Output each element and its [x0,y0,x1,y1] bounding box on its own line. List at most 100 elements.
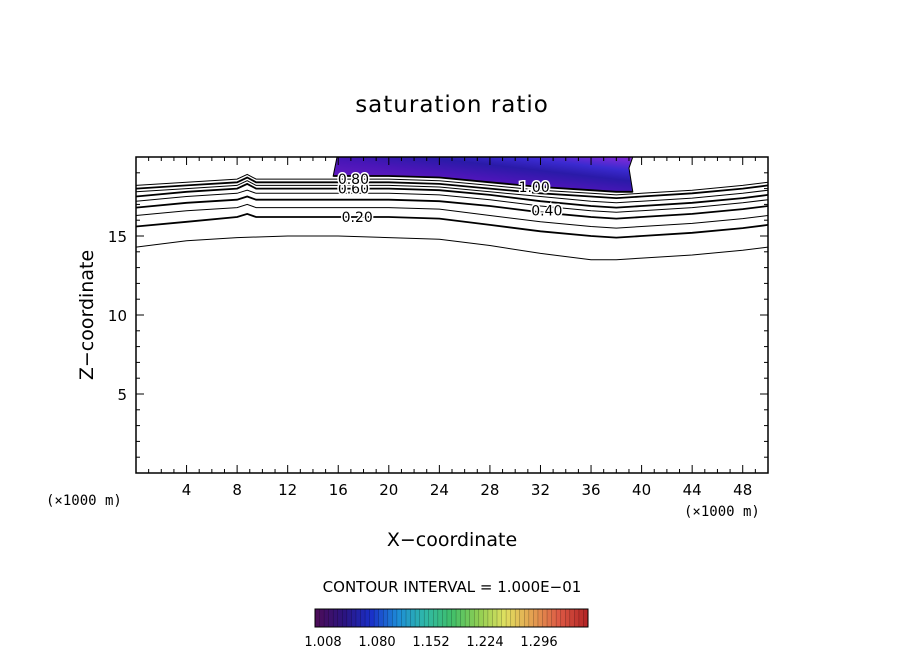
x-tick-label: 16 [329,481,348,499]
contour-label: 0.80 [338,172,369,188]
colorbar-tick-labels: 1.008 1.080 1.152 1.224 1.296 [304,635,557,650]
colorbar-swatch [478,609,484,627]
colorbar-swatch [537,609,543,627]
colorbar-swatch [487,609,493,627]
colorbar-swatch [515,609,521,627]
contour-interval-text: CONTOUR INTERVAL = 1.000E−01 [323,578,582,596]
shaded-region [332,157,634,193]
colorbar-swatch [383,609,389,627]
colorbar-swatch [346,609,352,627]
y-tick-label: 5 [117,386,127,404]
x-tick-label: 8 [232,481,242,499]
x-tick-label: 12 [278,481,297,499]
colorbar-swatch [510,609,516,627]
colorbar-swatch [560,609,566,627]
colorbar-swatch [569,609,575,627]
colorbar-swatch [460,609,466,627]
contour-label: 0.40 [531,204,562,220]
contour-line-0.1 [136,235,768,261]
colorbar-swatch [392,609,398,627]
colorbar-swatch [446,609,452,627]
colorbar-swatch [451,609,457,627]
colorbar-swatch [419,609,425,627]
z-axis-unit-label: (×1000 m) [46,493,122,509]
colorbar-frame [314,608,589,628]
contour-label: 1.00 [519,180,550,196]
shaded-region-layer [332,157,634,193]
colorbar-tick-label: 1.008 [304,635,341,650]
colorbar-swatch [474,609,480,627]
colorbar-swatch [528,609,534,627]
x-tick-label: 36 [581,481,600,499]
colorbar-swatch [578,609,584,627]
colorbar-swatch [524,609,530,627]
colorbar-swatch [337,609,343,627]
colorbar-swatch [533,609,539,627]
colorbar-swatch [565,609,571,627]
colorbar-swatch [519,609,525,627]
colorbar-tick-label: 1.224 [466,635,503,650]
x-axis-ticks: 4 8 12 16 20 24 28 32 36 40 44 48 [148,157,756,499]
colorbar-swatch [556,609,562,627]
colorbar-swatch [410,609,416,627]
colorbar-swatch [401,609,407,627]
contour-line-0.7 [136,180,768,204]
colorbar-swatch [483,609,489,627]
colorbar-swatch [501,609,507,627]
colorbar-swatch [387,609,393,627]
colorbar-swatch [506,609,512,627]
colorbar-swatch [319,609,325,627]
contour-label: 0.60 [338,182,369,198]
colorbar-swatch [369,609,375,627]
colorbar-swatch [492,609,498,627]
colorbar-tick-label: 1.152 [412,635,449,650]
colorbar-swatch [428,609,434,627]
contour-label: 0.20 [342,210,373,226]
colorbar-swatch [406,609,412,627]
contour-line-0.3 [136,203,768,229]
colorbar-swatch [351,609,357,627]
colorbar-swatch [551,609,557,627]
colorbar-swatch [365,609,371,627]
contour-line-0.6 [136,182,768,209]
y-tick-label: 15 [108,228,127,246]
colorbar-swatch [378,609,384,627]
colorbar-swatch [333,609,339,627]
colorbar-swatch [456,609,462,627]
colorbar-swatch [465,609,471,627]
colorbar-swatch [583,609,589,627]
x-tick-label: 20 [379,481,398,499]
contour-line-0.5 [136,189,768,213]
x-tick-label: 24 [430,481,449,499]
y-axis-ticks: 5 10 15 [108,172,768,458]
x-tick-label: 32 [531,481,550,499]
x-tick-label: 28 [480,481,499,499]
colorbar-swatch [547,609,553,627]
x-tick-label: 40 [632,481,651,499]
x-tick-label: 4 [182,481,192,499]
colorbar-swatch [396,609,402,627]
colorbar-swatch [542,609,548,627]
colorbar-tick-label: 1.296 [520,635,557,650]
colorbar-swatch [324,609,330,627]
colorbar-swatch [574,609,580,627]
colorbar-swatch [360,609,366,627]
x-tick-label: 44 [683,481,702,499]
colorbar-tick-label: 1.080 [358,635,395,650]
x-axis-unit-label: (×1000 m) [684,504,760,520]
y-axis-title: Z−coordinate [76,250,98,380]
colorbar-swatch [469,609,475,627]
contour-line-0.8 [136,176,768,200]
contour-line-0.2 [136,212,768,239]
colorbar-swatch [433,609,439,627]
colorbar-swatch [424,609,430,627]
colorbar-swatch [328,609,334,627]
y-tick-label: 10 [108,307,127,325]
colorbar-swatch [442,609,448,627]
x-tick-label: 48 [733,481,752,499]
colorbar-swatch [374,609,380,627]
colorbar-swatch [497,609,503,627]
colorbar-swatch [315,609,321,627]
contour-line-0.9 [136,173,768,196]
